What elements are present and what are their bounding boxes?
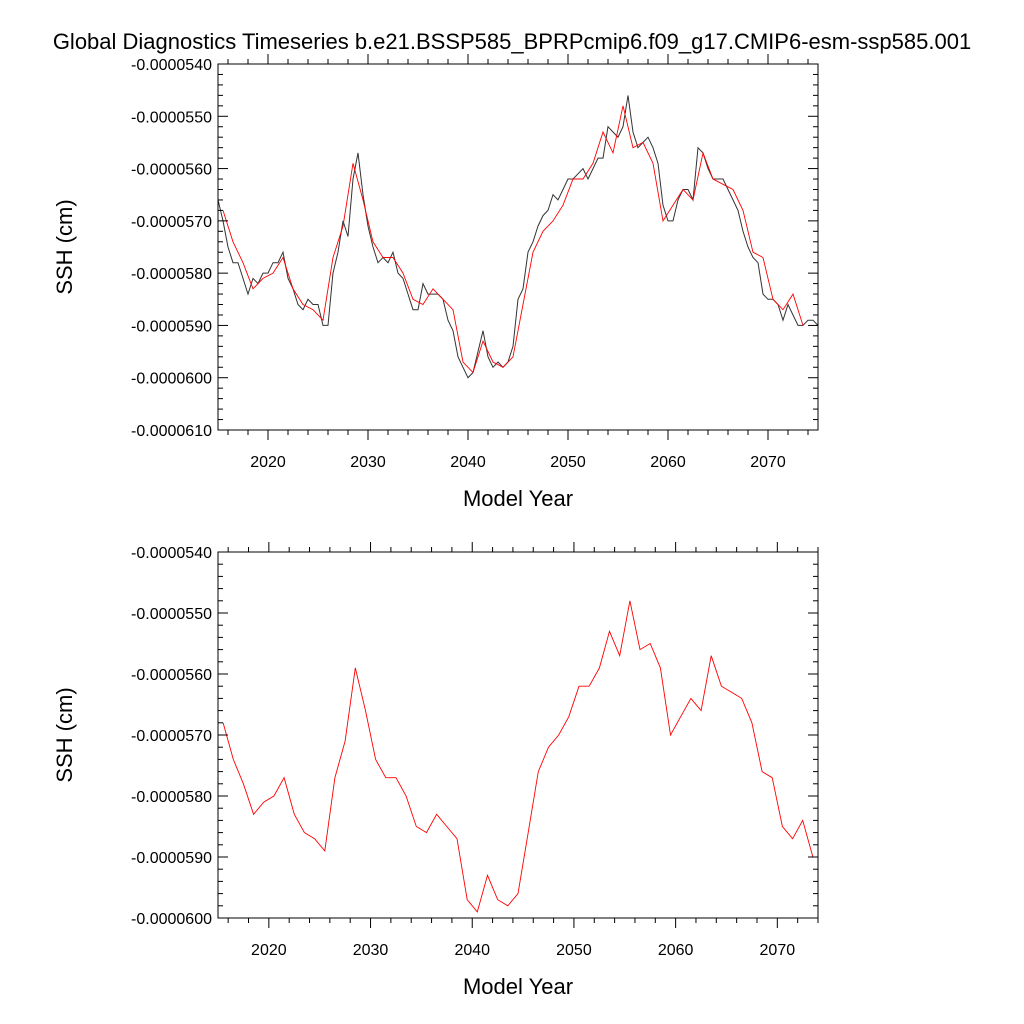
top-series-group xyxy=(218,95,818,379)
top-y-tick-label: -0.0000600 xyxy=(131,371,212,388)
bottom-x-tick-label: 2020 xyxy=(251,942,287,959)
top-x-axis-title: Model Year xyxy=(463,486,573,511)
top-series-annual-line xyxy=(222,105,804,374)
top-series-monthly-line xyxy=(218,95,818,379)
bottom-x-tick-label: 2040 xyxy=(454,942,490,959)
figure-title: Global Diagnostics Timeseries b.e21.BSSP… xyxy=(53,29,971,54)
top-y-tick-label: -0.0000610 xyxy=(131,423,212,440)
bottom-series-annual-line xyxy=(222,600,814,913)
bottom-y-tick-label: -0.0000600 xyxy=(131,911,212,928)
top-y-tick-label: -0.0000560 xyxy=(131,162,212,179)
top-x-tick-label: 2060 xyxy=(650,454,686,471)
bottom-x-axis-title: Model Year xyxy=(463,974,573,999)
top-y-tick-label: -0.0000590 xyxy=(131,318,212,335)
top-x-tick-label: 2030 xyxy=(350,454,386,471)
top-y-tick-label: -0.0000570 xyxy=(131,214,212,231)
top-y-tick-label: -0.0000550 xyxy=(131,109,212,126)
top-plot-frame xyxy=(217,63,819,431)
bottom-x-tick-label: 2060 xyxy=(658,942,694,959)
bottom-y-tick-label: -0.0000590 xyxy=(131,850,212,867)
bottom-y-tick-label: -0.0000540 xyxy=(131,545,212,562)
bottom-y-tick-label: -0.0000550 xyxy=(131,606,212,623)
bottom-plot-frame xyxy=(217,551,819,919)
bottom-x-tick-label: 2070 xyxy=(760,942,796,959)
top-x-tick-label: 2070 xyxy=(750,454,786,471)
top-y-axis-title: SSH (cm) xyxy=(52,199,77,294)
bottom-y-axis-title: SSH (cm) xyxy=(52,687,77,782)
bottom-x-tick-label: 2050 xyxy=(556,942,592,959)
bottom-y-tick-label: -0.0000580 xyxy=(131,789,212,806)
top-y-tick-label: -0.0000580 xyxy=(131,266,212,283)
top-panel: -0.0000540 -0.0000550 -0.0000560 -0.0000570… xyxy=(52,54,819,511)
top-x-tick-label: 2040 xyxy=(450,454,486,471)
top-y-tick-label: -0.0000540 xyxy=(131,57,212,74)
bottom-x-tick-label: 2030 xyxy=(353,942,389,959)
bottom-series-group xyxy=(222,600,814,913)
bottom-y-tick-label: -0.0000560 xyxy=(131,667,212,684)
top-x-tick-label: 2050 xyxy=(550,454,586,471)
bottom-y-tick-label: -0.0000570 xyxy=(131,728,212,745)
top-x-tick-label: 2020 xyxy=(250,454,286,471)
bottom-panel: -0.0000540 -0.0000550 -0.0000560 -0.0000570… xyxy=(52,542,819,999)
